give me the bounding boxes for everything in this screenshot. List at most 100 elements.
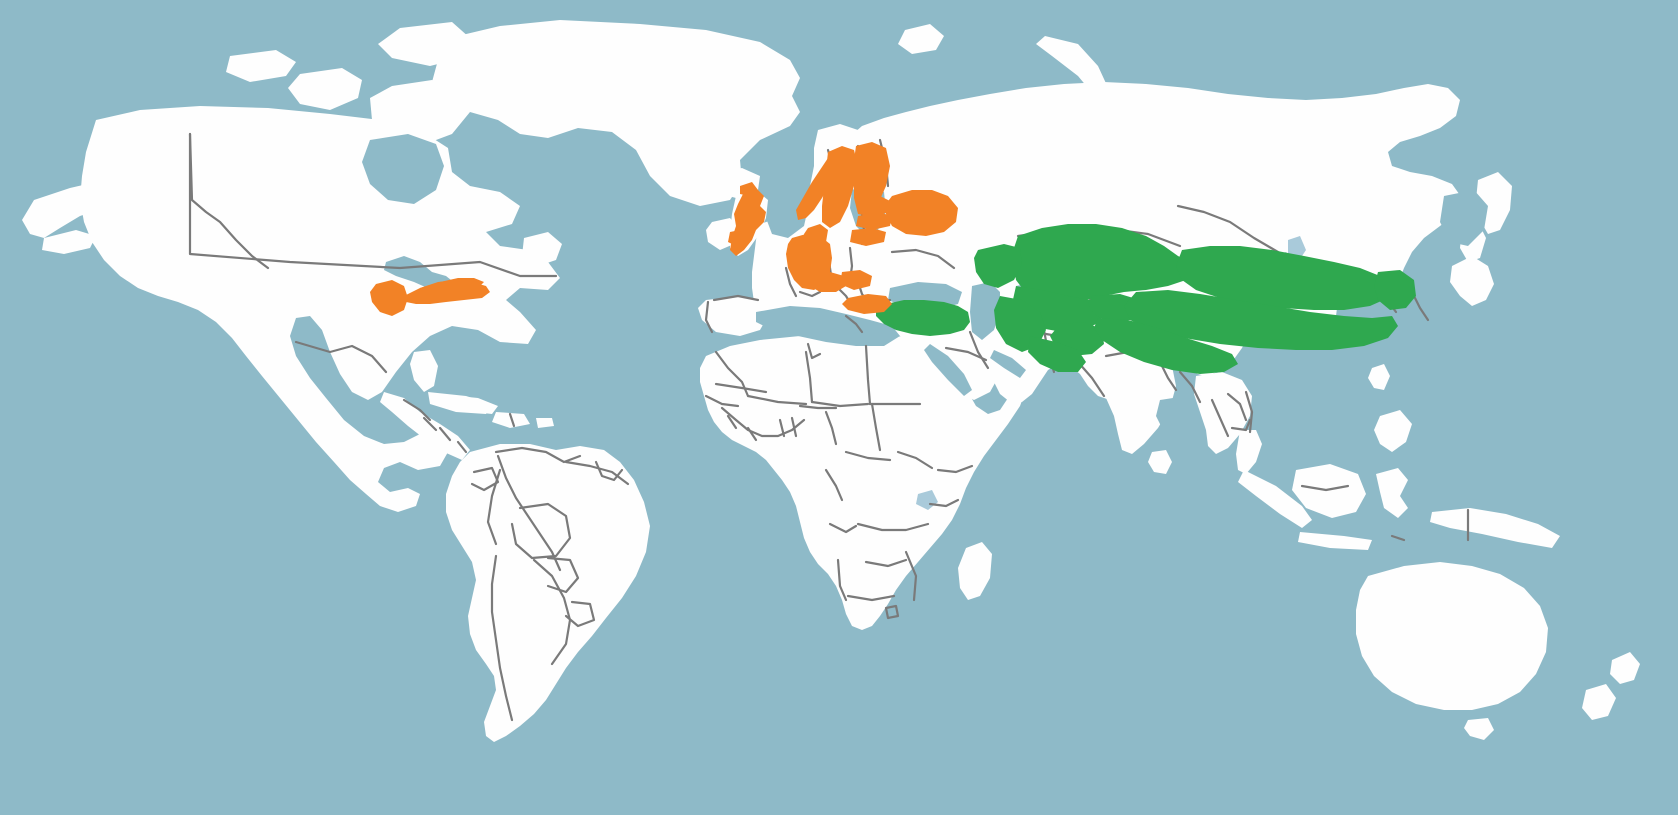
border-timor: [1390, 534, 1406, 542]
border-pakistan-india: [1076, 360, 1106, 398]
new-zealand-south: [1582, 684, 1616, 720]
introduced-sweden: [822, 146, 858, 228]
native-north-afghanistan: [1028, 336, 1086, 372]
border-myanmar-thailand: [1210, 398, 1230, 438]
border-colombia-venezuela: [494, 446, 582, 464]
border-mauritania-senegal: [704, 394, 740, 408]
introduced-scotland-tip: [740, 182, 758, 196]
alaska-peninsula: [42, 230, 96, 254]
native-range-overlay: [876, 224, 1416, 374]
border-hispaniola-split: [508, 412, 516, 428]
japan: [1450, 256, 1494, 306]
border-usa-mexico: [294, 340, 388, 374]
introduced-finland: [854, 142, 890, 216]
border-mozambique: [904, 550, 918, 602]
australia: [1356, 562, 1548, 710]
border-ecuador: [470, 466, 500, 492]
central-america: [380, 392, 470, 460]
persian-gulf: [990, 350, 1026, 378]
alaska-west: [22, 182, 110, 238]
border-algeria-libya: [804, 350, 814, 404]
border-saudi-arabia: [944, 346, 988, 362]
java: [1298, 532, 1372, 550]
border-thailand-laos: [1226, 392, 1248, 422]
native-xinjiang-tibet-edge: [1094, 318, 1238, 374]
ellesmere-island: [378, 22, 470, 66]
sumatra: [1238, 470, 1312, 528]
north-sea: [766, 196, 808, 238]
border-lesotho: [884, 604, 900, 620]
new-zealand-north: [1610, 652, 1640, 684]
border-cambodia: [1230, 418, 1252, 432]
border-libya-niger-chad: [810, 400, 870, 408]
border-ukraine-russia: [890, 248, 956, 270]
madagascar: [958, 542, 992, 600]
philippines: [1374, 410, 1412, 452]
border-algeria-mali: [746, 394, 808, 406]
new-guinea: [1430, 508, 1560, 548]
sri-lanka: [1148, 450, 1172, 474]
south-america-mainland: [446, 444, 650, 742]
newfoundland: [522, 232, 562, 266]
native-north-china-band: [1124, 290, 1398, 350]
iberia: [698, 296, 768, 336]
introduced-range-overlay: [370, 142, 958, 316]
border-uruguay: [564, 600, 596, 628]
border-angola-drc: [828, 522, 858, 534]
border-chad-sudan: [870, 402, 882, 452]
mediterranean-sea: [756, 306, 900, 346]
border-brazil-west: [496, 454, 562, 572]
border-guinea-sierra: [726, 414, 738, 430]
border-brazil-north: [564, 460, 630, 486]
border-benin-nigeria: [790, 416, 798, 438]
africa-mainland: [700, 334, 1026, 630]
border-india-bangladesh: [1158, 360, 1178, 392]
border-usa-canada: [188, 132, 558, 278]
sea-of-okhotsk: [1440, 190, 1488, 246]
border-sudan-ethiopia: [896, 450, 934, 470]
introduced-austria-slovenia: [810, 272, 846, 292]
border-ghana-togo: [778, 418, 786, 438]
introduced-us-midwest: [370, 280, 408, 316]
border-west-africa-coast: [720, 406, 806, 438]
border-gabon-congo: [824, 468, 844, 502]
border-central-america-2: [438, 426, 452, 442]
border-liberia-ivory: [746, 426, 758, 442]
border-kenya-tanzania: [928, 498, 960, 508]
border-borneo-split: [1300, 484, 1350, 492]
border-greece: [844, 314, 864, 334]
hudson-bay: [362, 134, 444, 204]
border-car-drc: [844, 450, 892, 462]
introduced-hungary: [840, 270, 872, 290]
border-tunisia: [806, 342, 822, 360]
introduced-estonia: [860, 196, 892, 216]
native-manchuria-tip: [1374, 270, 1416, 310]
border-nigeria-niger: [798, 404, 838, 410]
tasmania: [1464, 718, 1494, 740]
border-iran-iraq: [968, 330, 990, 370]
introduced-latvia: [856, 212, 892, 230]
border-guyanas: [594, 460, 624, 482]
introduced-lake-erie-strip: [420, 278, 484, 294]
border-south-africa-north: [846, 594, 896, 602]
border-vietnam: [1244, 390, 1254, 434]
border-chile-argentina: [490, 554, 514, 722]
border-zambia-zimbabwe: [864, 558, 908, 568]
border-alaska-canada: [188, 132, 270, 270]
victoria-island: [288, 68, 362, 110]
border-libya-egypt: [864, 344, 872, 406]
sulawesi: [1376, 468, 1408, 518]
introduced-wales: [728, 230, 744, 246]
introduced-northwest-russia: [886, 190, 958, 236]
indochina: [1194, 372, 1252, 454]
red-sea: [924, 344, 972, 396]
cuba-island-detail: [436, 394, 498, 414]
florida: [410, 350, 438, 392]
border-ethiopia-somalia: [936, 464, 974, 474]
greenland: [432, 20, 800, 206]
border-drc-south: [856, 522, 930, 532]
svalbard: [898, 24, 944, 54]
native-turkey: [876, 300, 970, 336]
